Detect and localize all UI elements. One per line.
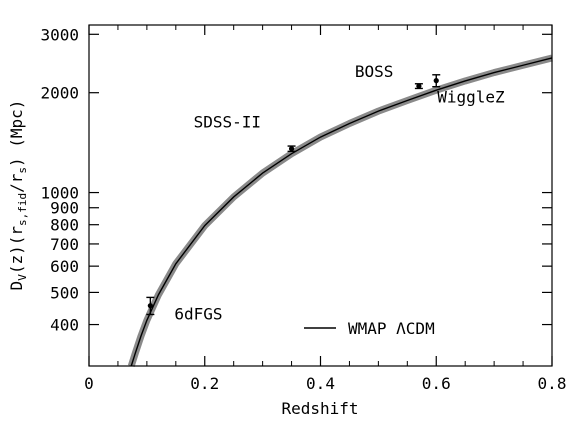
y-tick-label: 900: [50, 199, 79, 218]
y-label-part-0: D: [7, 281, 26, 291]
model-curve: [130, 57, 553, 367]
y-tick-label: 400: [50, 316, 79, 335]
x-tick-label: 0.8: [538, 374, 567, 393]
point-label: BOSS: [355, 62, 394, 81]
data-point: [288, 146, 295, 152]
data-points-layer: [146, 74, 441, 316]
point-label: WiggleZ: [437, 88, 505, 107]
y-label-part-1: V: [16, 274, 29, 281]
legend-label: WMAP ΛCDM: [348, 319, 435, 338]
y-label-part-2: (z)(r: [7, 226, 26, 275]
data-point: [147, 303, 153, 309]
data-point: [416, 83, 422, 89]
y-label-part-4: /r: [7, 173, 26, 193]
y-tick-label: 700: [50, 235, 79, 254]
y-label-part-5: s: [16, 167, 29, 174]
point-label: SDSS-II: [194, 113, 261, 132]
x-axis-label: Redshift: [281, 399, 358, 418]
y-tick-label: 800: [50, 216, 79, 235]
x-tick-label: 0: [84, 374, 94, 393]
legend: WMAP ΛCDM: [304, 319, 435, 338]
annotations-layer: 6dFGS SDSS-II BOSS WiggleZ: [174, 62, 505, 324]
y-label-part-6: ) (Mpc): [7, 100, 26, 167]
x-tick-label: 0.6: [422, 374, 451, 393]
y-axis-label: DV(z)(rs,fid/rs) (Mpc): [7, 100, 29, 291]
y-tick-label: 3000: [40, 25, 79, 44]
y-label-part-3: s,fid: [16, 193, 29, 226]
x-tick-label: 0.4: [306, 374, 335, 393]
y-tick-label: 2000: [40, 84, 79, 103]
y-tick-label: 600: [50, 257, 79, 276]
ticks-layer: [88, 25, 553, 366]
data-point: [433, 78, 439, 84]
x-tick-label: 0.2: [190, 374, 219, 393]
point-label: 6dFGS: [174, 305, 222, 324]
y-tick-label: 1000: [40, 184, 79, 203]
y-tick-label: 500: [50, 283, 79, 302]
